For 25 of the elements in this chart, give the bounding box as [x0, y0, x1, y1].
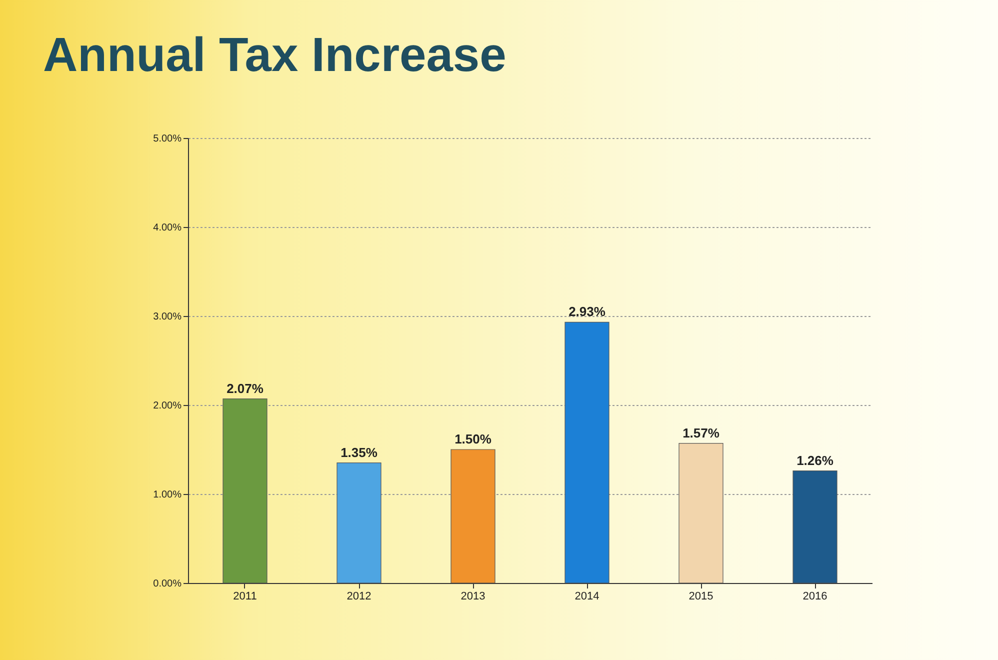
data-label: 2.07%	[226, 380, 264, 396]
x-tick-label: 2016	[802, 590, 828, 602]
bar	[336, 462, 382, 584]
bar	[792, 470, 838, 584]
y-tick-label: 2.00%	[153, 400, 182, 412]
y-tick-label: 1.00%	[153, 490, 182, 500]
bar	[678, 442, 724, 584]
data-label: 2.93%	[568, 304, 606, 320]
data-label: 1.35%	[340, 444, 378, 460]
x-tick-label: 2014	[574, 590, 600, 602]
chart-title: Annual Tax Increase	[43, 29, 506, 82]
data-label: 1.57%	[682, 425, 720, 440]
y-tick-label: 3.00%	[153, 312, 182, 322]
y-tick-label: 5.00%	[153, 134, 182, 144]
y-tick-label: 4.00%	[153, 222, 182, 234]
bar	[450, 449, 496, 584]
y-tick-label: 0.00%	[153, 578, 182, 590]
bar	[222, 398, 268, 584]
x-tick-label: 2015	[688, 590, 714, 602]
data-label: 1.50%	[454, 432, 492, 446]
bar	[564, 322, 610, 584]
x-tick-label: 2013	[460, 590, 486, 602]
data-label: 1.26%	[796, 452, 834, 468]
x-tick-label: 2012	[346, 590, 372, 602]
x-tick-label: 2011	[233, 590, 257, 602]
